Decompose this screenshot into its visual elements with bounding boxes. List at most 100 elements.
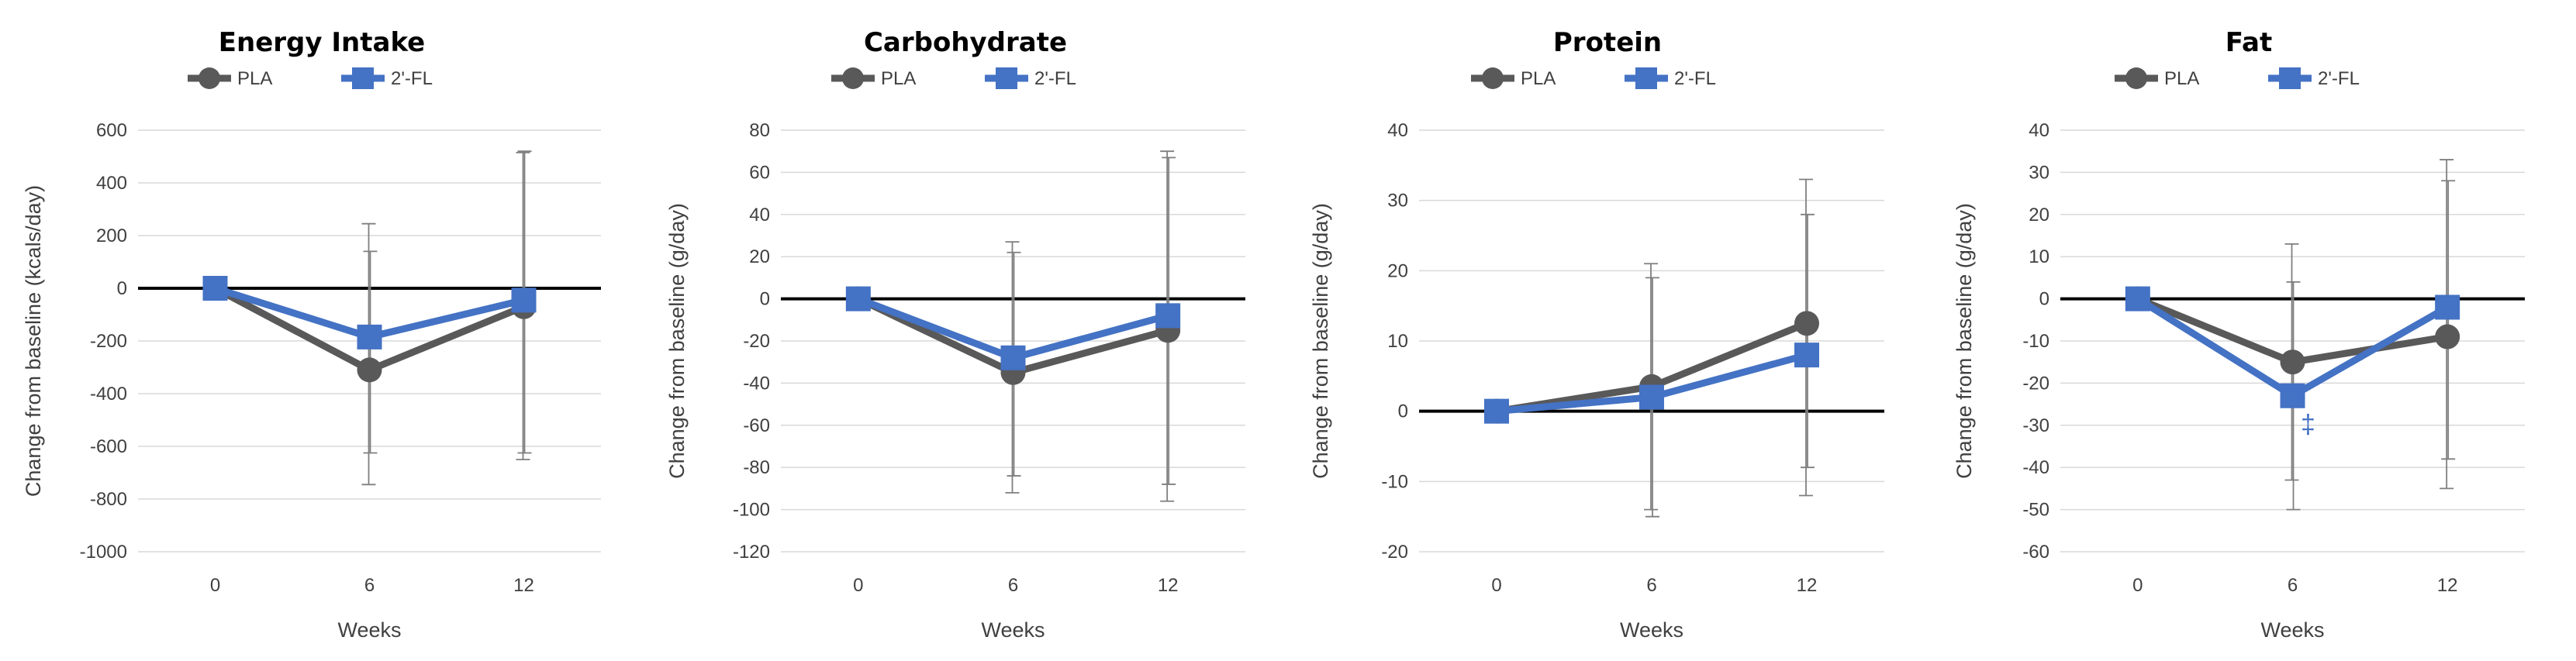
carbohydrate-title: Carbohydrate — [864, 27, 1067, 58]
pla-point — [1794, 311, 1819, 336]
x-tick-label: 0 — [853, 575, 863, 596]
y-tick-label: -60 — [743, 415, 770, 436]
y-tick-label: 0 — [1398, 401, 1408, 422]
y-tick-label: 20 — [1387, 260, 1408, 281]
x-tick-label: 12 — [513, 575, 534, 596]
legend-label: PLA — [1521, 68, 1556, 89]
energy-intake-title: Energy Intake — [219, 27, 425, 58]
y-tick-label: -800 — [90, 489, 127, 510]
legend-2-fl: 2'-FL — [341, 67, 433, 89]
legend-marker-circle — [842, 67, 864, 89]
2-fl-point — [511, 287, 537, 313]
y-tick-label: -20 — [1381, 542, 1408, 563]
y-tick-label: -200 — [90, 331, 127, 352]
2-fl-point — [845, 286, 871, 312]
y-tick-label: 400 — [96, 173, 127, 194]
legend-label: PLA — [881, 68, 916, 89]
y-tick-label: -40 — [743, 373, 770, 394]
legend-pla: PLA — [2115, 67, 2199, 89]
2-fl-point — [2435, 294, 2460, 320]
y-tick-label: 40 — [2029, 120, 2049, 141]
legend-marker-circle — [2125, 67, 2147, 89]
x-tick-label: 6 — [2288, 575, 2298, 596]
legend-pla: PLA — [1471, 67, 1556, 89]
y-tick-label: -1000 — [80, 542, 127, 563]
2-fl-point — [1639, 384, 1664, 410]
x-axis-label: Weeks — [1620, 618, 1683, 642]
legend-marker-square — [996, 67, 1017, 89]
y-tick-label: 40 — [1387, 120, 1408, 141]
error-bar — [1799, 178, 1813, 497]
2-fl-point — [1794, 343, 1819, 368]
legend-marker-square — [1635, 67, 1657, 89]
y-tick-label: 600 — [96, 120, 127, 141]
y-tick-label: 10 — [1387, 331, 1408, 352]
x-tick-label: 12 — [1158, 575, 1179, 596]
2-fl-point — [2125, 286, 2150, 312]
legend-label: 2'-FL — [1674, 68, 1716, 89]
2-fl-point — [2280, 383, 2305, 408]
legend-marker-circle — [1482, 67, 1504, 89]
2-fl-point — [1484, 398, 1509, 424]
y-axis-label: Change from baseline (kcals/day) — [22, 185, 45, 497]
y-tick-label: 60 — [749, 162, 770, 183]
fat-title: Fat — [2226, 27, 2272, 58]
error-bar — [2441, 180, 2456, 460]
y-axis-label: Change from baseline (g/day) — [665, 203, 689, 479]
legend-marker-square — [2279, 67, 2301, 89]
legend-2-fl: 2'-FL — [2268, 67, 2360, 89]
y-tick-label: -20 — [743, 331, 770, 352]
x-axis-label: Weeks — [337, 618, 401, 642]
y-tick-label: 40 — [749, 205, 770, 225]
y-tick-label: -100 — [733, 500, 770, 521]
error-bar — [363, 250, 378, 454]
legend-pla: PLA — [188, 67, 272, 89]
y-tick-label: 10 — [2029, 246, 2049, 267]
legend-label: 2'-FL — [1034, 68, 1076, 89]
2-fl-point — [1000, 345, 1026, 370]
y-tick-label: 80 — [749, 120, 770, 141]
error-bar — [2440, 159, 2454, 490]
2-fl-point — [202, 276, 228, 301]
x-axis-label: Weeks — [2260, 618, 2324, 642]
legend-marker-circle — [199, 67, 220, 89]
legend-marker-square — [352, 67, 374, 89]
x-tick-label: 6 — [1008, 575, 1018, 596]
x-axis-label: Weeks — [981, 618, 1045, 642]
protein-title: Protein — [1553, 27, 1662, 58]
x-tick-label: 6 — [1646, 575, 1656, 596]
legend-2-fl: 2'-FL — [1625, 67, 1716, 89]
y-tick-label: 0 — [117, 278, 127, 299]
y-tick-label: 0 — [2039, 289, 2049, 310]
2-fl-point — [357, 324, 382, 349]
x-tick-label: 0 — [2132, 575, 2143, 596]
legend-label: PLA — [237, 68, 272, 89]
protein-chart: Protein PLA 2'-FL -20 -10 0 10 20 30 40 0 6 12 Weeks C… — [1309, 27, 1884, 642]
y-tick-label: 200 — [96, 225, 127, 246]
y-tick-label: -30 — [2022, 415, 2049, 436]
error-bar — [1801, 213, 1815, 469]
x-tick-label: 0 — [210, 575, 220, 596]
x-tick-label: 12 — [2437, 575, 2458, 596]
pla-point — [357, 357, 382, 383]
pla-point — [2280, 349, 2305, 375]
legend-label: 2'-FL — [2318, 68, 2360, 89]
pla-point — [2435, 324, 2460, 349]
fat-chart: Fat PLA 2'-FL -60 -50 -40 -30 -20 -10 0 10 20 30 40 0 6… — [1953, 27, 2525, 642]
y-tick-label: 20 — [2029, 205, 2049, 225]
y-tick-label: -80 — [743, 457, 770, 478]
y-tick-label: -600 — [90, 436, 127, 457]
2-fl-point — [1155, 303, 1181, 329]
y-tick-label: -40 — [2022, 457, 2049, 478]
y-tick-label: 30 — [2029, 162, 2049, 183]
legend-pla: PLA — [831, 67, 916, 89]
y-tick-label: 0 — [760, 289, 770, 310]
y-tick-label: -50 — [2022, 500, 2049, 521]
y-tick-label: -400 — [90, 384, 127, 405]
y-tick-label: -60 — [2022, 542, 2049, 563]
y-tick-label: 20 — [749, 246, 770, 267]
y-tick-label: -120 — [733, 542, 770, 563]
y-tick-label: -10 — [2022, 331, 2049, 352]
y-tick-label: -20 — [2022, 373, 2049, 394]
